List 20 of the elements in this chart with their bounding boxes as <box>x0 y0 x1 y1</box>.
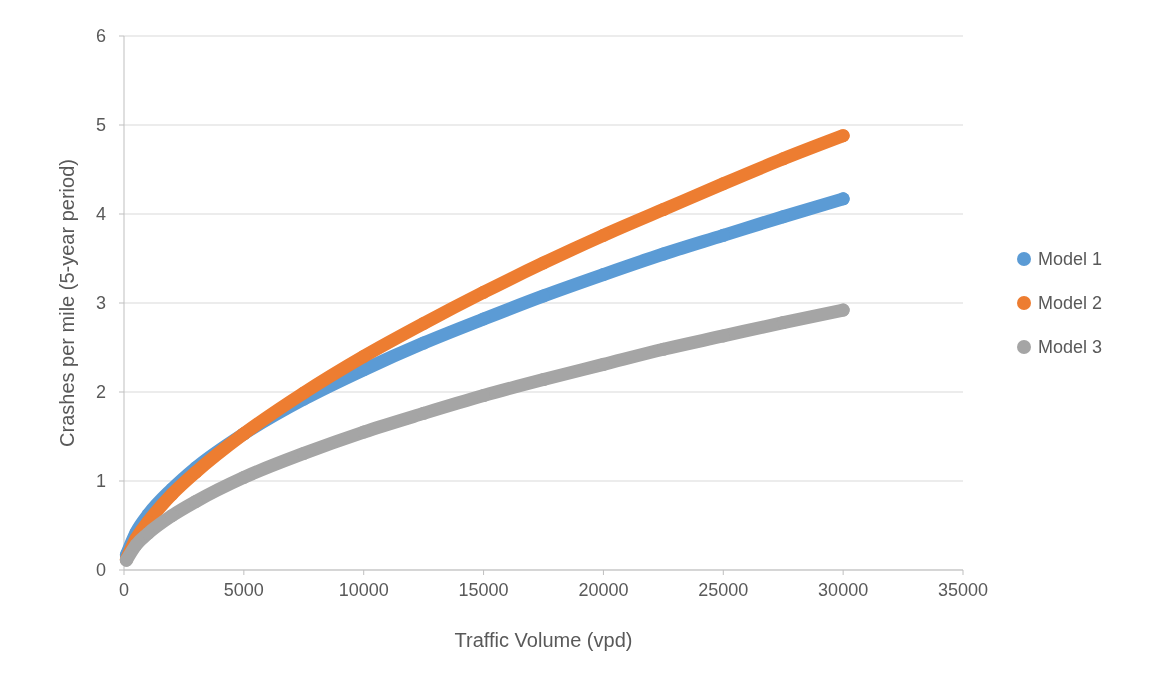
y-tick-label: 4 <box>95 204 106 224</box>
y-tick-label: 3 <box>95 293 106 313</box>
y-axis-title: Crashes per mile (5-year period) <box>56 159 78 447</box>
x-tick-label: 5000 <box>223 580 264 600</box>
x-tick-label: 30000 <box>818 580 869 600</box>
x-tick-label: 0 <box>118 580 130 600</box>
y-tick-label: 5 <box>95 115 106 135</box>
y-tick-label: 2 <box>95 382 106 402</box>
x-axis-title: Traffic Volume (vpd) <box>454 629 633 651</box>
x-tick-label: 20000 <box>578 580 629 600</box>
legend-label: Model 1 <box>1038 249 1103 269</box>
y-tick-label: 0 <box>95 560 106 580</box>
x-tick-label: 15000 <box>458 580 509 600</box>
legend-label: Model 3 <box>1038 337 1103 357</box>
y-tick-label: 1 <box>95 471 106 491</box>
x-tick-label: 25000 <box>698 580 749 600</box>
legend-label: Model 2 <box>1038 293 1103 313</box>
y-tick-label: 6 <box>95 26 106 46</box>
x-tick-label: 10000 <box>338 580 389 600</box>
x-tick-label: 35000 <box>937 580 989 600</box>
